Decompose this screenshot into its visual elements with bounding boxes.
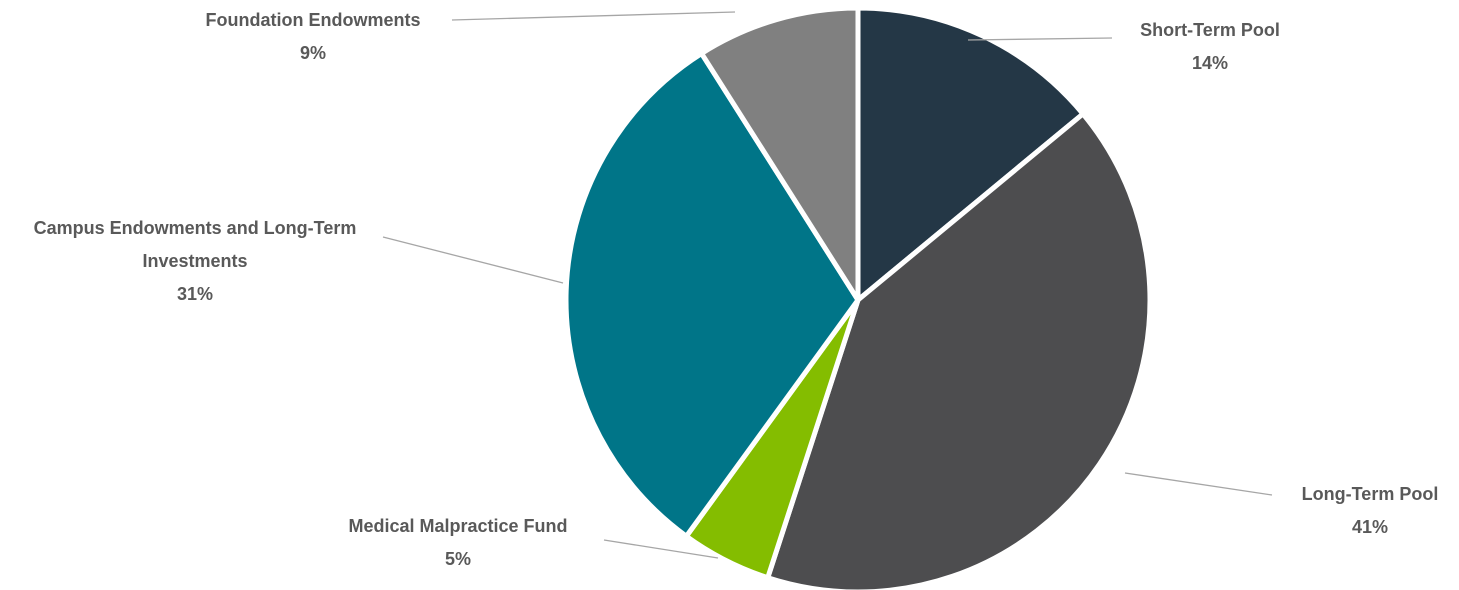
leader-line (603, 539, 719, 559)
category-label: Short-Term Pool (1140, 20, 1280, 40)
category-label: Medical Malpractice Fund (348, 516, 568, 536)
pie-slice (855, 5, 1086, 303)
value-label: 14% (1191, 53, 1229, 73)
data-label: Campus Endowments and Long-Term Investme… (0, 212, 390, 311)
data-label: Medical Malpractice Fund 5% (308, 510, 608, 576)
leader-line (451, 11, 736, 21)
category-label: Foundation Endowments (205, 10, 421, 30)
pie-slice (765, 111, 1153, 590)
leader-line (967, 37, 1113, 41)
leader-line (382, 236, 564, 284)
category-label: Long-Term Pool (1301, 484, 1439, 504)
category-label: Campus Endowments and Long-Term Investme… (33, 218, 357, 271)
value-label: 5% (444, 549, 471, 569)
data-label: Long-Term Pool 41% (1260, 478, 1459, 544)
data-label: Foundation Endowments 9% (163, 4, 463, 70)
pie-slice (699, 5, 861, 303)
value-label: 9% (299, 43, 326, 63)
leader-line (1124, 472, 1273, 496)
value-label: 31% (176, 284, 214, 304)
value-label: 41% (1351, 517, 1389, 537)
pie-slice (563, 50, 861, 539)
data-label: Short-Term Pool 14% (1080, 14, 1340, 80)
